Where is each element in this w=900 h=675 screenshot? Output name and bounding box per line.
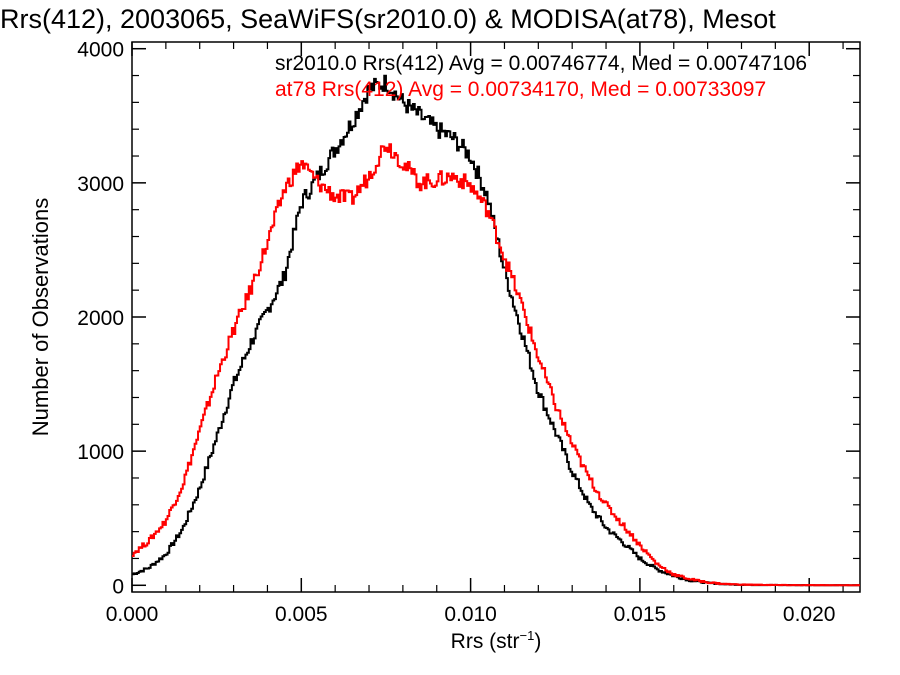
- legend-entry-seawifs: sr2010.0 Rrs(412) Avg = 0.00746774, Med …: [275, 52, 807, 75]
- x-axis-label-close: ): [534, 630, 541, 653]
- x-axis-ticks: 0.000 0.005 0.010 0.015 0.020: [106, 42, 844, 626]
- y-axis-ticks: 0 1000 2000 3000 4000: [77, 39, 860, 598]
- series-line-modisa: [132, 143, 860, 587]
- y-axis-label: Number of Observations: [28, 198, 53, 436]
- y-tick-label: 3000: [77, 173, 124, 196]
- x-tick-label: 0.015: [614, 603, 667, 626]
- series-layer: [132, 74, 860, 587]
- y-tick-label: 2000: [77, 307, 124, 330]
- series-line-seawifs: [132, 74, 860, 587]
- x-tick-label: 0.010: [444, 603, 497, 626]
- x-axis-label: Rrs (str−1): [451, 628, 542, 653]
- plot-frame: [131, 41, 861, 593]
- chart-title: Rrs(412), 2003065, SeaWiFS(sr2010.0) & M…: [0, 4, 776, 34]
- legend: sr2010.0 Rrs(412) Avg = 0.00746774, Med …: [275, 52, 807, 101]
- y-tick-label: 0: [112, 575, 124, 598]
- x-tick-label: 0.020: [783, 603, 836, 626]
- x-tick-label: 0.000: [106, 603, 159, 626]
- x-axis-label-main: Rrs (str: [451, 630, 520, 653]
- x-tick-label: 0.005: [275, 603, 328, 626]
- y-tick-label: 1000: [77, 441, 124, 464]
- legend-entry-modisa: at78 Rrs(412) Avg = 0.00734170, Med = 0.…: [275, 78, 766, 101]
- y-tick-label: 4000: [77, 39, 124, 62]
- x-axis-label-superscript: −1: [520, 628, 535, 643]
